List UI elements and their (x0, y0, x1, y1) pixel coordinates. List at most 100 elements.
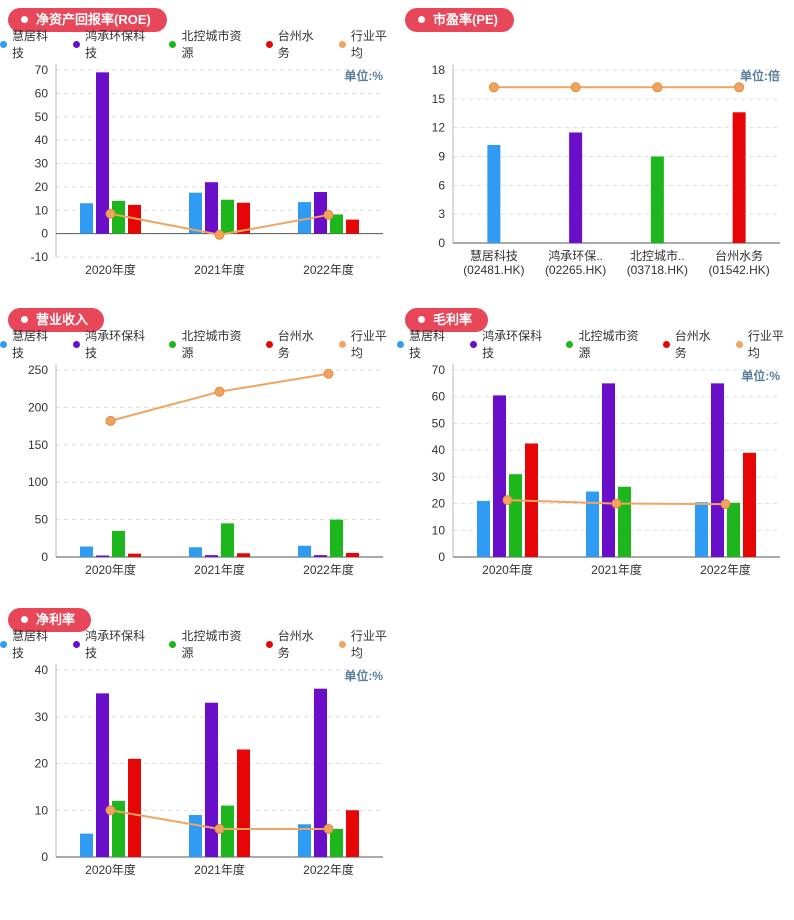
legend-label: 北控城市资源 (181, 629, 242, 660)
svg-text:30: 30 (432, 470, 446, 484)
chart-canvas-roe[interactable]: -10 0 10 20 30 40 50 60 70 单位:% 2020年度 2021年度 2022年度 (0, 54, 397, 289)
svg-text:50: 50 (35, 110, 49, 124)
legend-label: 行业平均 (350, 629, 387, 660)
legend-label: 行业平均 (747, 329, 784, 360)
legend-item[interactable]: 行业平均 (338, 327, 397, 361)
legend-item[interactable]: 行业平均 (338, 27, 397, 61)
chart-canvas-gross-margin[interactable]: 0 10 20 30 40 50 60 70 单位:% 2020年度 2021年度 2022年度 (397, 354, 794, 589)
svg-text:2020年度: 2020年度 (482, 562, 533, 577)
legend-item[interactable]: 行业平均 (338, 627, 397, 661)
legend-dot-icon (73, 340, 81, 348)
svg-text:50: 50 (35, 513, 49, 527)
chart-canvas-revenue[interactable]: 0 50 100 150 200 250 2020年度 2021年度 2022年度 (0, 354, 397, 589)
legend-item[interactable]: 慧居科技 (0, 27, 58, 61)
svg-text:15: 15 (432, 92, 446, 106)
svg-text:20: 20 (35, 757, 49, 771)
legend-label: 鸿承环保科技 (482, 329, 543, 360)
chart-title: 市盈率(PE) (433, 12, 499, 27)
svg-text:150: 150 (28, 438, 48, 452)
legend-label: 鸿承环保科技 (85, 629, 146, 660)
legend-gross-margin: 慧居科技 鸿承环保科技 北控城市资源 台州水务 行业平均 (397, 329, 794, 360)
panel-revenue: 营业收入 慧居科技 鸿承环保科技 北控城市资源 台州水务 行业平均 0 50 100 150 2… (0, 300, 397, 600)
svg-text:3: 3 (438, 207, 445, 221)
svg-text:0: 0 (41, 550, 48, 564)
legend-label: 北控城市资源 (578, 329, 639, 360)
legend-revenue: 慧居科技 鸿承环保科技 北控城市资源 台州水务 行业平均 (0, 329, 397, 360)
svg-text:0: 0 (41, 227, 48, 241)
legend-label: 鸿承环保科技 (85, 329, 146, 360)
svg-text:40: 40 (35, 133, 49, 147)
legend-item[interactable]: 鸿承环保科技 (73, 27, 154, 61)
chart-canvas-net-margin[interactable]: 0 10 20 30 40 单位:% 2020年度 2021年度 2022年度 (0, 654, 397, 889)
legend-item[interactable]: 慧居科技 (397, 327, 455, 361)
legend-dot-icon (169, 40, 177, 48)
svg-text:2021年度: 2021年度 (194, 262, 245, 277)
legend-label: 慧居科技 (12, 29, 49, 60)
panel-gross-margin: 毛利率 慧居科技 鸿承环保科技 北控城市资源 台州水务 行业平均 0 10 20 30 40 50… (397, 300, 794, 600)
chart-title-badge-pe: 市盈率(PE) (405, 8, 515, 32)
svg-text:40: 40 (432, 443, 446, 457)
svg-text:10: 10 (432, 523, 446, 537)
legend-item[interactable]: 北控城市资源 (169, 327, 250, 361)
legend-item[interactable]: 台州水务 (265, 627, 324, 661)
badge-dot-icon (418, 316, 425, 323)
svg-text:100: 100 (28, 475, 48, 489)
svg-text:18: 18 (432, 63, 446, 77)
legend-item[interactable]: 北控城市资源 (169, 627, 250, 661)
legend-item[interactable]: 台州水务 (265, 327, 324, 361)
legend-item[interactable]: 台州水务 (662, 327, 721, 361)
legend-item[interactable]: 慧居科技 (0, 327, 58, 361)
legend-dot-icon (338, 40, 346, 48)
svg-text:9: 9 (438, 150, 445, 164)
svg-text:2022年度: 2022年度 (700, 562, 751, 577)
legend-item[interactable]: 鸿承环保科技 (470, 327, 551, 361)
svg-text:台州水务: 台州水务 (715, 248, 763, 263)
svg-text:北控城市..: 北控城市.. (630, 248, 685, 263)
legend-dot-icon (397, 340, 404, 348)
legend-dot-icon (566, 340, 574, 348)
legend-item[interactable]: 北控城市资源 (169, 27, 250, 61)
legend-dot-icon (265, 340, 273, 348)
legend-label: 行业平均 (350, 329, 387, 360)
svg-text:20: 20 (35, 180, 49, 194)
legend-net-margin: 慧居科技 鸿承环保科技 北控城市资源 台州水务 行业平均 (0, 629, 397, 660)
svg-text:2021年度: 2021年度 (591, 562, 642, 577)
svg-text:2020年度: 2020年度 (85, 562, 136, 577)
legend-dot-icon (265, 40, 273, 48)
legend-dot-icon (0, 340, 7, 348)
svg-text:250: 250 (28, 363, 48, 377)
svg-text:40: 40 (35, 663, 49, 677)
legend-dot-icon (169, 340, 177, 348)
svg-text:60: 60 (432, 390, 446, 404)
legend-pe (397, 34, 794, 54)
svg-text:20: 20 (432, 497, 446, 511)
svg-text:(02481.HK): (02481.HK) (463, 263, 524, 277)
svg-text:0: 0 (41, 850, 48, 864)
badge-dot-icon (418, 16, 425, 23)
svg-text:30: 30 (35, 157, 49, 171)
chart-title-badge-gross-margin: 毛利率 (405, 308, 489, 332)
chart-grid: 净资产回报率(ROE) 慧居科技 鸿承环保科技 北控城市资源 台州水务 行业平均 -10… (0, 0, 794, 889)
svg-text:2021年度: 2021年度 (194, 562, 245, 577)
legend-item[interactable]: 行业平均 (735, 327, 794, 361)
legend-item[interactable]: 台州水务 (265, 27, 324, 61)
svg-text:10: 10 (35, 203, 49, 217)
legend-label: 台州水务 (674, 329, 711, 360)
legend-item[interactable]: 慧居科技 (0, 627, 58, 661)
chart-title-badge-net-margin: 净利率 (8, 608, 92, 632)
svg-text:2020年度: 2020年度 (85, 862, 136, 877)
badge-dot-icon (21, 316, 28, 323)
svg-text:60: 60 (35, 86, 49, 100)
legend-item[interactable]: 北控城市资源 (566, 327, 647, 361)
legend-dot-icon (735, 340, 743, 348)
legend-dot-icon (338, 640, 346, 648)
legend-dot-icon (338, 340, 346, 348)
panel-pe: 市盈率(PE) 0 3 6 9 12 15 18 单位:倍 慧居科技 (02481.HK) 鸿承环保… (397, 0, 794, 300)
svg-text:单位:%: 单位:% (344, 668, 383, 683)
svg-text:6: 6 (438, 178, 445, 192)
chart-title: 毛利率 (433, 312, 473, 327)
legend-item[interactable]: 鸿承环保科技 (73, 627, 154, 661)
legend-item[interactable]: 鸿承环保科技 (73, 327, 154, 361)
legend-dot-icon (169, 640, 177, 648)
